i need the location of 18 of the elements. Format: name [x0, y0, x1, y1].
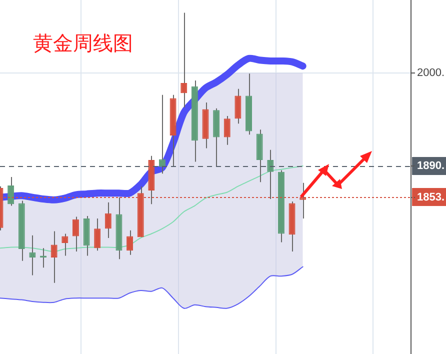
candlestick [8, 176, 14, 206]
candlestick [234, 88, 242, 124]
candlestick [29, 234, 36, 276]
candlestick [158, 94, 166, 174]
candlestick [126, 230, 134, 256]
y-tick-label: 1890. [417, 160, 445, 172]
candlestick [180, 12, 188, 108]
candlestick [62, 233, 68, 256]
candlestick [72, 216, 79, 252]
y-tick-label: 1853. [417, 191, 445, 204]
line-series [0, 266, 304, 309]
candlestick [50, 230, 58, 284]
text: 黄金周线图 [33, 31, 133, 55]
candlestick [104, 202, 112, 238]
candlestick [94, 218, 101, 252]
y-tick-label: 2000. [417, 66, 445, 79]
candlestick [267, 149, 274, 200]
candlestick [224, 116, 230, 146]
